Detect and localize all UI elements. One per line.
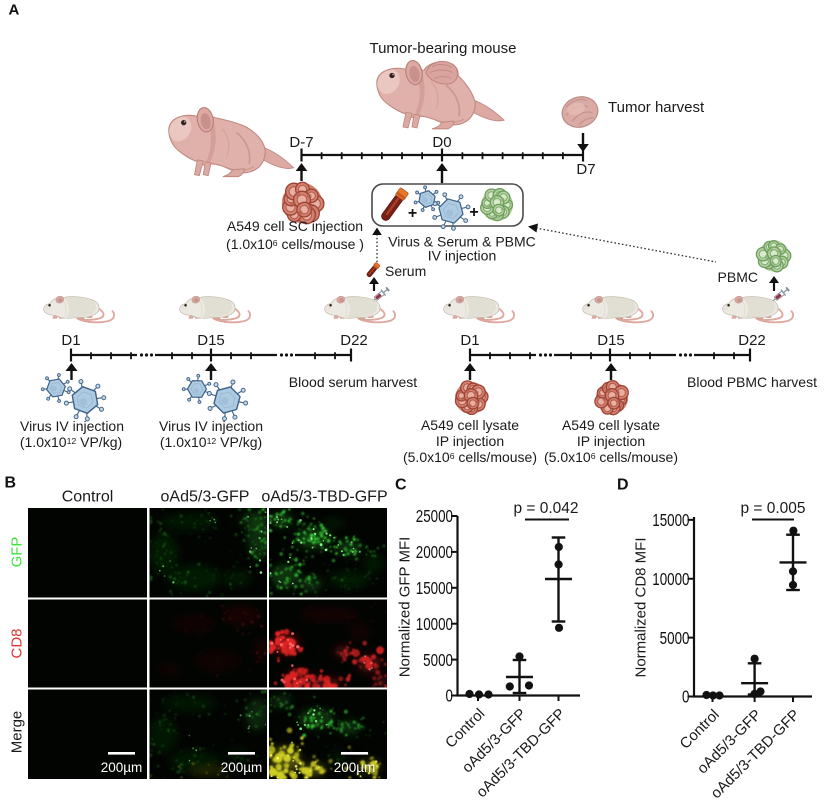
svg-text:D15: D15	[197, 332, 225, 349]
svg-text:D1: D1	[61, 332, 80, 349]
svg-text:Virus & Serum & PBMC: Virus & Serum & PBMC	[388, 234, 536, 250]
svg-text:IP injection: IP injection	[577, 433, 645, 449]
svg-text:oAd5/3-TBD-GFP: oAd5/3-TBD-GFP	[261, 489, 387, 506]
svg-text:D1: D1	[460, 332, 479, 349]
svg-text:Normalized GFP MFI: Normalized GFP MFI	[397, 537, 414, 678]
svg-text:(5.0x106 cells/mouse): (5.0x106 cells/mouse)	[403, 449, 537, 465]
svg-text:Blood PBMC harvest: Blood PBMC harvest	[687, 374, 817, 390]
svg-text:p = 0.005: p = 0.005	[740, 500, 805, 517]
svg-text:B: B	[5, 475, 17, 492]
svg-text:IP injection: IP injection	[436, 433, 504, 449]
svg-text:Merge: Merge	[9, 711, 26, 754]
svg-text:(1.0x106 cells/mouse ): (1.0x106 cells/mouse )	[226, 236, 364, 252]
svg-text:Virus IV injection: Virus IV injection	[159, 418, 263, 434]
svg-text:A549 cell lysate: A549 cell lysate	[562, 417, 660, 433]
svg-text:15000: 15000	[416, 580, 453, 599]
svg-text:20000: 20000	[416, 544, 453, 563]
svg-text:CD8: CD8	[9, 628, 26, 658]
svg-text:D-7: D-7	[289, 134, 313, 151]
svg-text:5000: 5000	[423, 651, 453, 670]
svg-text:10000: 10000	[652, 570, 689, 589]
svg-text:Virus IV injection: Virus IV injection	[20, 418, 124, 434]
svg-text:C: C	[395, 477, 407, 494]
svg-text:D0: D0	[432, 134, 451, 151]
svg-text:D: D	[617, 477, 629, 494]
svg-text:(1.0x1012 VP/kg): (1.0x1012 VP/kg)	[160, 434, 262, 450]
svg-text:5000: 5000	[660, 629, 690, 648]
svg-text:15000: 15000	[652, 512, 689, 531]
svg-text:A549 cell SC injection: A549 cell SC injection	[227, 218, 363, 234]
svg-text:+: +	[408, 205, 417, 222]
svg-text:Tumor harvest: Tumor harvest	[608, 99, 705, 116]
svg-text:IV injection: IV injection	[428, 248, 496, 264]
svg-text:Tumor-bearing mouse: Tumor-bearing mouse	[369, 40, 516, 57]
svg-text:A: A	[9, 2, 20, 19]
svg-text:+: +	[469, 204, 478, 221]
svg-text:D22: D22	[738, 332, 766, 349]
svg-text:PBMC: PBMC	[718, 269, 758, 285]
svg-text:0: 0	[446, 687, 453, 706]
svg-text:D7: D7	[576, 161, 595, 178]
svg-text:Normalized CD8 MFI: Normalized CD8 MFI	[633, 537, 650, 677]
svg-text:Control: Control	[62, 489, 114, 506]
svg-text:GFP: GFP	[9, 537, 26, 568]
svg-text:(1.0x1012 VP/kg): (1.0x1012 VP/kg)	[20, 434, 122, 450]
svg-text:D15: D15	[597, 332, 625, 349]
svg-text:Serum: Serum	[385, 263, 426, 279]
svg-text:oAd5/3-GFP: oAd5/3-GFP	[161, 489, 250, 506]
svg-text:200µm: 200µm	[101, 760, 143, 775]
svg-text:25000: 25000	[416, 508, 453, 527]
svg-text:200µm: 200µm	[221, 760, 263, 775]
svg-text:p = 0.042: p = 0.042	[513, 500, 578, 517]
svg-text:(5.0x106 cells/mouse): (5.0x106 cells/mouse)	[544, 449, 678, 465]
svg-text:D22: D22	[340, 332, 368, 349]
svg-text:A549 cell lysate: A549 cell lysate	[421, 417, 519, 433]
svg-text:10000: 10000	[416, 615, 453, 634]
svg-text:Blood serum harvest: Blood serum harvest	[289, 374, 418, 390]
svg-text:0: 0	[682, 688, 689, 707]
svg-text:200µm: 200µm	[334, 760, 376, 775]
